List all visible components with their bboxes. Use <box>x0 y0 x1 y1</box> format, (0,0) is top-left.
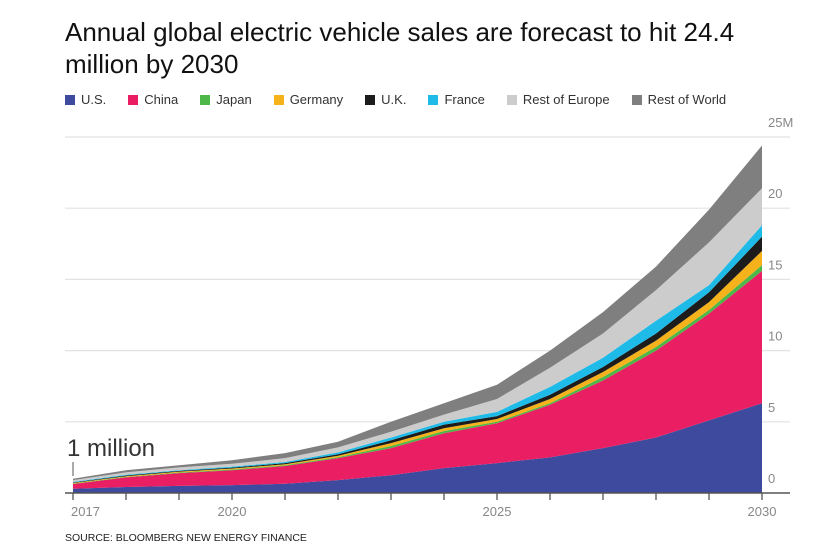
y-tick-label: 15 <box>768 257 782 272</box>
area-u-k <box>73 236 762 484</box>
chart-title: Annual global electric vehicle sales are… <box>65 17 735 79</box>
area-germany <box>73 250 762 484</box>
x-tick-label: 2017 <box>71 504 100 519</box>
area-u-s <box>73 403 762 493</box>
legend: U.S. China Japan Germany U.K. France Rest of E… <box>65 92 748 107</box>
legend-label: U.K. <box>381 92 407 107</box>
legend-item: U.K. <box>365 92 406 107</box>
legend-swatch <box>128 94 139 105</box>
legend-label: Japan <box>216 92 252 107</box>
annotation-1-million: 1 million <box>67 435 155 462</box>
area-china <box>73 270 762 489</box>
legend-item: Germany <box>273 92 344 107</box>
legend-swatch <box>65 94 75 105</box>
area-france <box>73 225 762 483</box>
legend-swatch <box>273 94 284 105</box>
legend-label: France <box>444 92 485 107</box>
legend-label: Rest of Europe <box>522 92 610 107</box>
y-tick-label: 20 <box>768 186 782 201</box>
y-tick-label: 0 <box>768 471 775 486</box>
legend-item: France <box>428 92 485 107</box>
legend-swatch <box>428 94 439 105</box>
legend-swatch <box>506 94 517 105</box>
legend-label: Rest of World <box>647 92 727 107</box>
legend-label: China <box>144 92 179 107</box>
legend-label: U.S. <box>81 92 107 107</box>
source-note: SOURCE: BLOOMBERG NEW ENERGY FINANCE <box>65 532 307 544</box>
legend-item: U.S. <box>65 92 106 107</box>
legend-item: Japan <box>200 92 252 107</box>
legend-item: China <box>128 92 178 107</box>
y-tick-label: 25M <box>768 115 793 130</box>
legend-item: Rest of World <box>631 92 727 107</box>
legend-swatch <box>631 94 642 105</box>
area-rest-of-world <box>73 145 762 481</box>
legend-label: Germany <box>289 92 344 107</box>
legend-swatch <box>365 94 376 105</box>
legend-item: Rest of Europe <box>506 92 610 107</box>
area-rest-of-europe <box>73 188 762 482</box>
area-japan <box>73 265 762 485</box>
y-tick-label: 5 <box>768 400 775 415</box>
x-tick-label: 2025 <box>483 504 512 519</box>
legend-swatch <box>200 94 211 105</box>
x-tick-label: 2030 <box>748 504 777 519</box>
x-tick-label: 2020 <box>218 504 247 519</box>
y-tick-label: 10 <box>768 329 782 344</box>
